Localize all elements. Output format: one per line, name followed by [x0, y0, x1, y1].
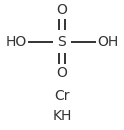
Text: KH: KH [52, 109, 72, 123]
Text: S: S [58, 35, 66, 49]
Text: OH: OH [97, 35, 119, 49]
Text: O: O [57, 66, 67, 80]
Text: Cr: Cr [54, 89, 70, 103]
Text: O: O [57, 3, 67, 17]
Text: HO: HO [5, 35, 27, 49]
